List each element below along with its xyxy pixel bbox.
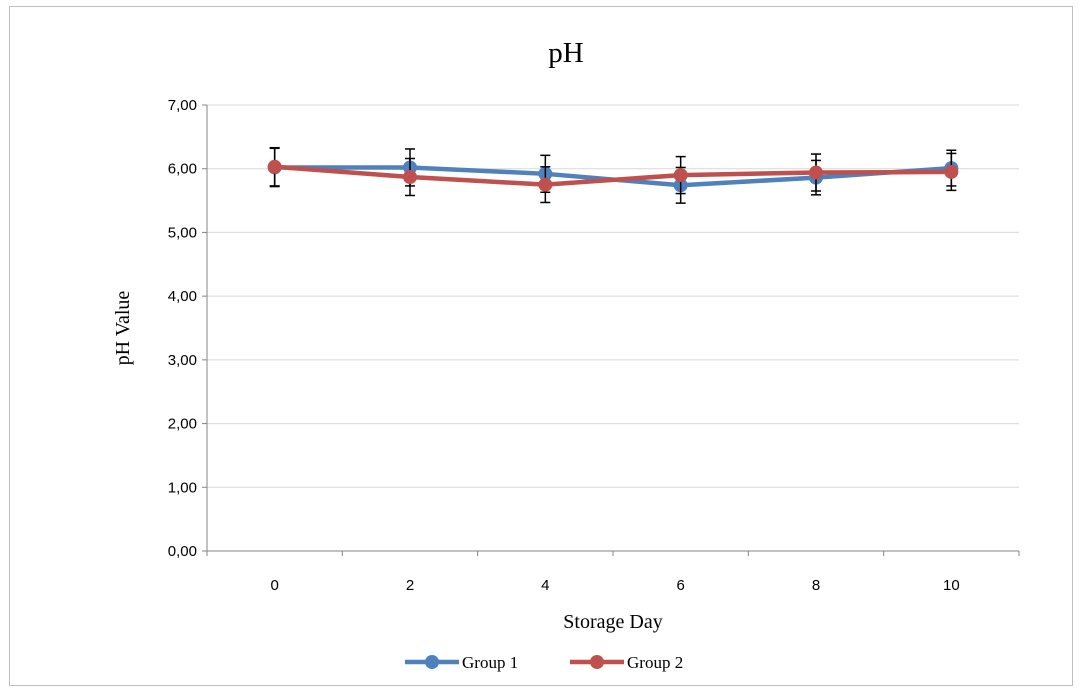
data-point	[809, 165, 823, 180]
series-line	[274, 164, 952, 187]
chart-title: pH	[548, 37, 584, 69]
y-tick-label: 1,00	[168, 479, 197, 496]
y-tick-label: 6,00	[168, 161, 197, 178]
x-tick-label: 6	[676, 577, 684, 594]
y-tick-label: 7,00	[168, 97, 197, 114]
legend-label: Group 2	[627, 653, 683, 672]
data-point	[538, 177, 553, 192]
y-tick-label: 3,00	[168, 352, 197, 369]
x-tick-label: 10	[943, 577, 960, 594]
gridlines	[207, 104, 1019, 488]
x-tick-label: 4	[541, 577, 549, 594]
x-tick-label: 2	[406, 577, 414, 594]
legend-swatch-marker	[590, 655, 604, 669]
y-tick-label: 4,00	[168, 288, 197, 305]
y-tick-label: 2,00	[168, 416, 197, 433]
y-tick-label: 5,00	[168, 224, 197, 241]
x-tick-label: 8	[812, 577, 820, 594]
x-tick-label: 0	[270, 577, 278, 594]
data-point	[944, 164, 959, 179]
series-2	[267, 146, 959, 204]
legend-item-1: Group 1	[405, 653, 518, 672]
chart-frame	[9, 6, 1073, 686]
series-layer	[267, 146, 959, 204]
data-point	[673, 168, 688, 183]
legend-swatch-marker	[425, 655, 439, 669]
legend-label: Group 1	[462, 653, 518, 672]
y-axis-ticks: 0,00 1,00 2,00 3,00 4,00 5,00 6,00 7,00	[168, 97, 207, 560]
legend: Group 1 Group 2	[405, 653, 683, 672]
y-tick-label: 0,00	[168, 543, 197, 560]
x-axis-ticks: 0 2 4 6 8 10	[206, 551, 1020, 594]
legend-item-2: Group 2	[570, 653, 683, 672]
data-point	[403, 169, 417, 184]
data-point	[267, 159, 282, 174]
x-axis-title: Storage Day	[563, 611, 662, 633]
y-axis-title: pH Value	[112, 291, 134, 366]
